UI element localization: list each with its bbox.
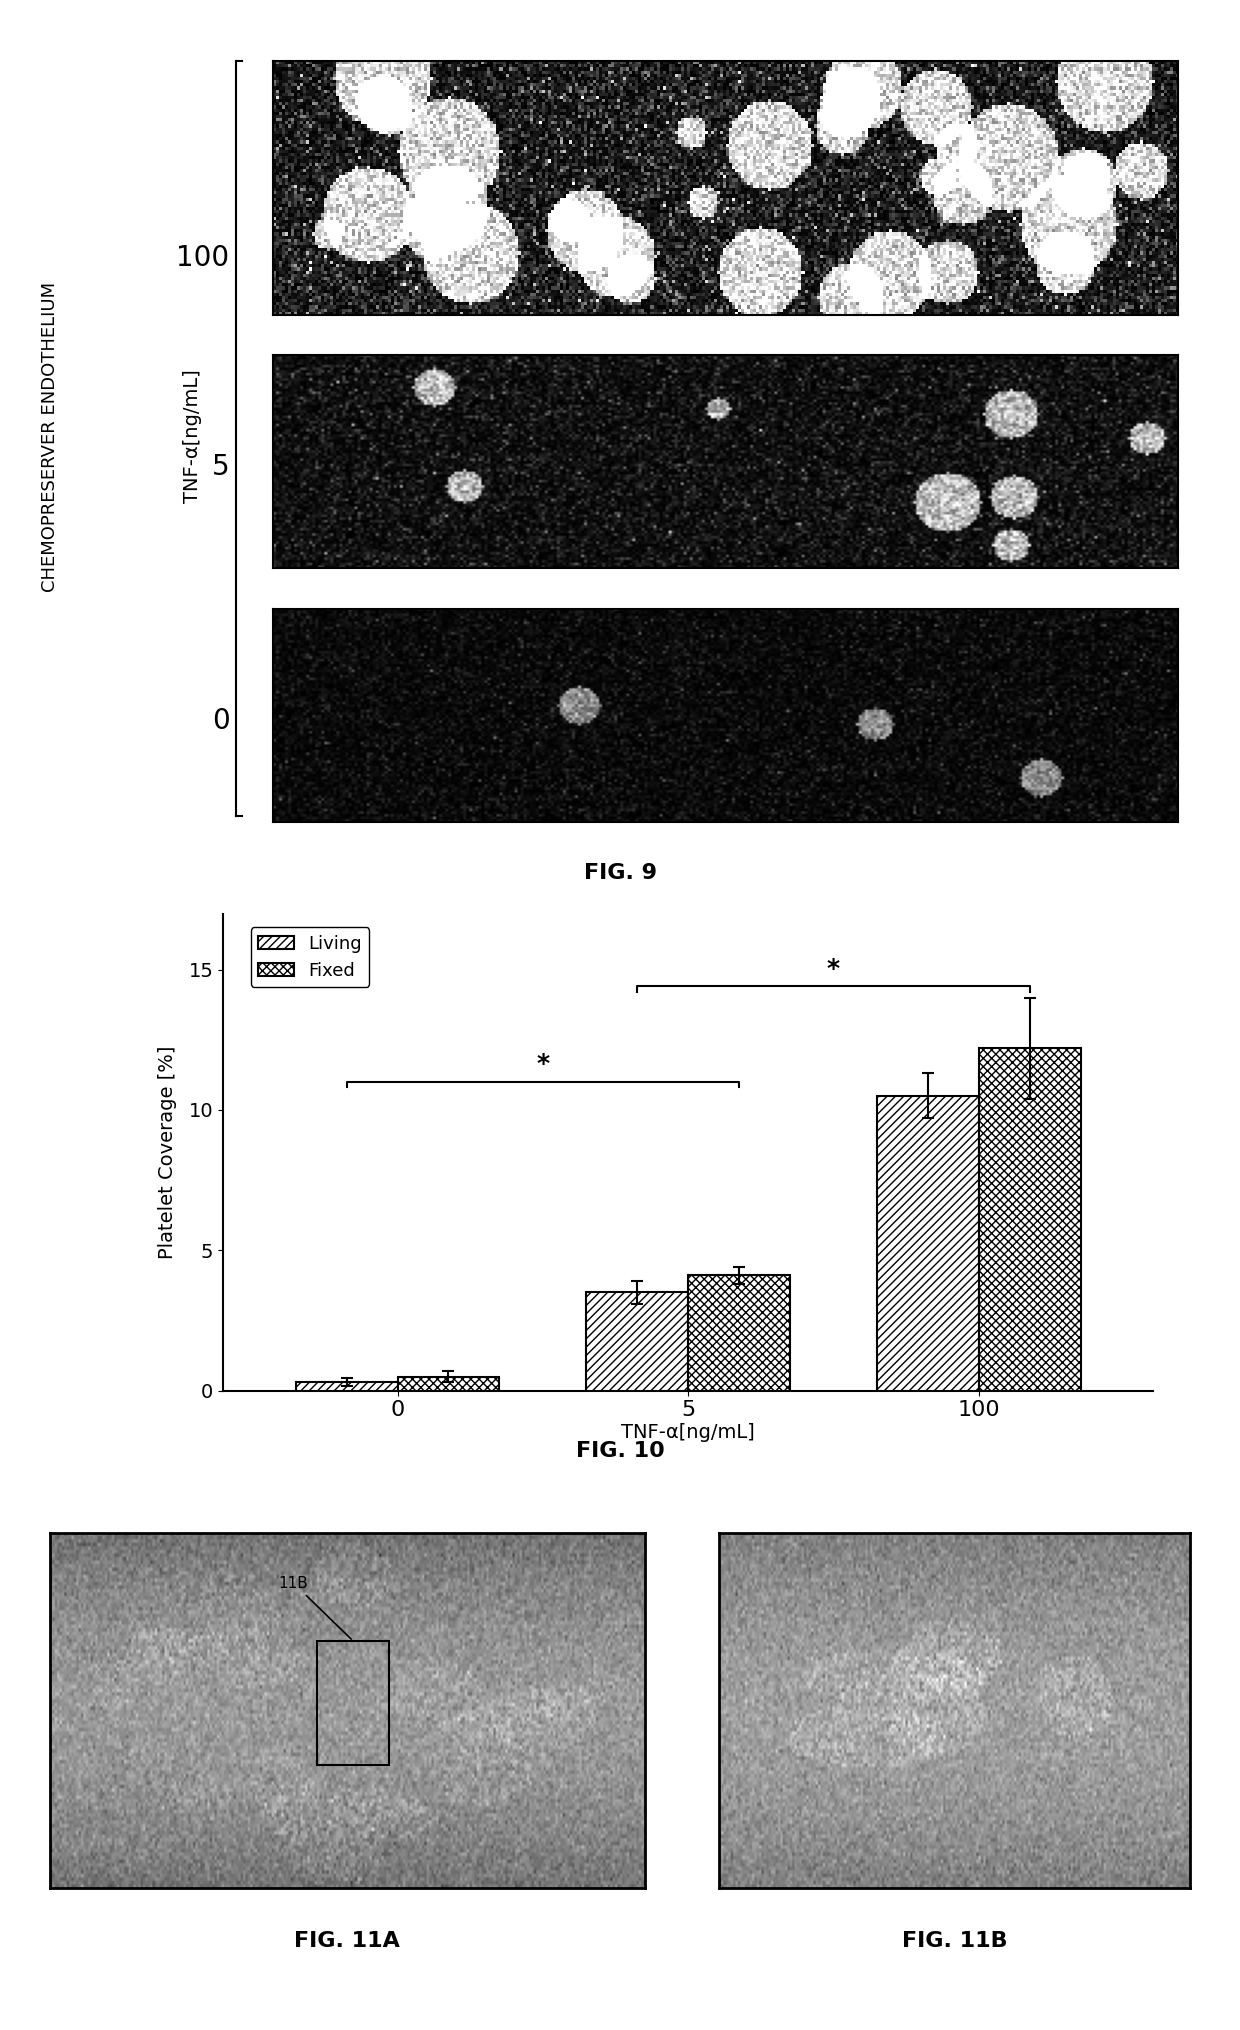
Text: 5: 5: [212, 453, 229, 481]
Text: 0: 0: [212, 706, 229, 735]
Text: *: *: [827, 956, 839, 980]
Text: CHEMOPRESERVER ENDOTHELIUM: CHEMOPRESERVER ENDOTHELIUM: [41, 282, 58, 591]
Text: 11B: 11B: [279, 1575, 351, 1638]
Text: FIG. 10: FIG. 10: [575, 1441, 665, 1462]
Bar: [688, 1275, 790, 1391]
Text: FIG. 11B: FIG. 11B: [901, 1931, 1008, 1951]
Bar: [978, 1047, 1080, 1391]
Bar: [398, 1376, 500, 1391]
Text: *: *: [537, 1052, 549, 1076]
Bar: [317, 1640, 389, 1766]
Text: TNF-α[ng/mL]: TNF-α[ng/mL]: [182, 369, 202, 503]
Bar: [296, 1382, 398, 1391]
Text: FIG. 9: FIG. 9: [584, 863, 656, 883]
Text: FIG. 11A: FIG. 11A: [294, 1931, 401, 1951]
Text: 100: 100: [176, 244, 229, 272]
Bar: [877, 1096, 978, 1391]
Legend: Living, Fixed: Living, Fixed: [250, 928, 370, 987]
X-axis label: TNF-α[ng/mL]: TNF-α[ng/mL]: [621, 1423, 755, 1441]
Y-axis label: Platelet Coverage [%]: Platelet Coverage [%]: [159, 1045, 177, 1259]
Bar: [587, 1293, 688, 1391]
